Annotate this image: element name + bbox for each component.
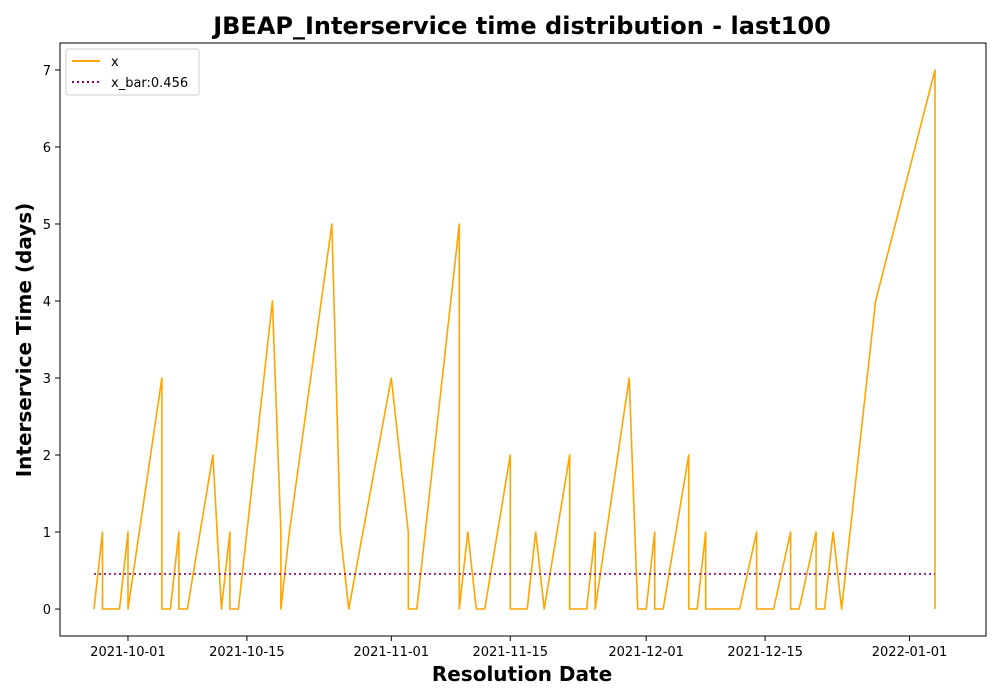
y-tick-label: 5: [43, 218, 51, 233]
y-tick-label: 3: [43, 372, 51, 387]
plot-area: [59, 42, 987, 637]
x-axis: 2021-10-01 2021-10-15 2021-11-01 2021-11-15…: [90, 636, 947, 660]
y-tick-label: 2: [43, 449, 51, 464]
y-tick-label: 0: [43, 603, 51, 618]
y-tick-label: 7: [43, 64, 51, 79]
x-tick-label: 2022-01-01: [872, 645, 948, 660]
legend: x x_bar:0.456: [65, 48, 200, 96]
x-tick-label: 2021-10-01: [90, 645, 166, 660]
x-tick-label: 2021-11-15: [472, 645, 548, 660]
y-tick-label: 4: [43, 295, 51, 310]
x-tick-label: 2021-11-01: [354, 645, 430, 660]
y-tick-label: 6: [43, 141, 51, 156]
x-tick-label: 2021-12-15: [727, 645, 803, 660]
x-tick-label: 2021-12-01: [608, 645, 684, 660]
y-tick-label: 1: [43, 526, 51, 541]
series-layer: [93, 69, 936, 610]
series-line-x: [93, 69, 936, 610]
x-tick-label: 2021-10-15: [209, 645, 285, 660]
x-axis-label: Resolution Date: [432, 662, 612, 686]
y-axis-label: Interservice Time (days): [12, 203, 36, 478]
y-axis: 0 1 2 3 4 5 6 7: [43, 64, 60, 618]
legend-label-x-bar: x_bar:0.456: [111, 76, 188, 91]
legend-label-x: x: [111, 55, 119, 70]
chart-title: JBEAP_Interservice time distribution - l…: [211, 12, 831, 40]
